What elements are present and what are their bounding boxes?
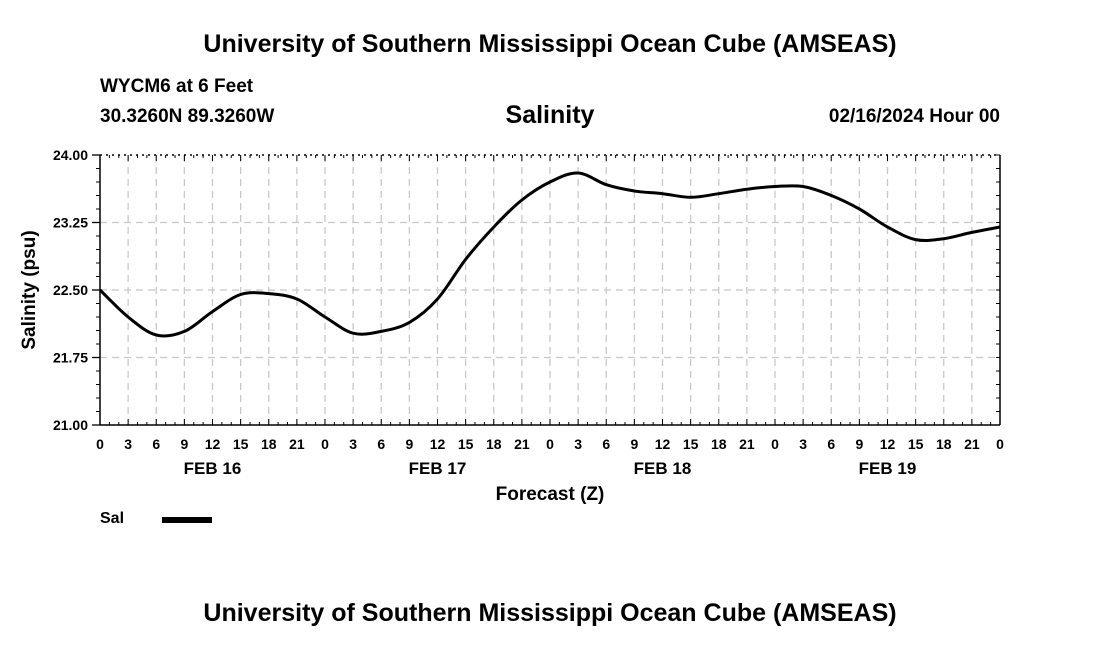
forecast-datetime: 02/16/2024 Hour 00 xyxy=(828,106,1000,127)
x-tick-label: 12 xyxy=(655,436,671,452)
x-tick-label: 18 xyxy=(261,436,277,452)
station-label: WYCM6 at 6 Feet xyxy=(100,76,254,97)
x-tick-label: 6 xyxy=(827,436,835,452)
x-tick-label: 3 xyxy=(124,436,132,452)
x-axis-label: Forecast (Z) xyxy=(496,484,605,505)
date-label: FEB 17 xyxy=(409,459,467,478)
y-tick-label: 21.00 xyxy=(53,417,88,433)
x-tick-label: 9 xyxy=(405,436,413,452)
x-tick-label: 18 xyxy=(936,436,952,452)
y-tick-label: 22.50 xyxy=(53,282,88,298)
x-tick-label: 0 xyxy=(996,436,1004,452)
x-tick-label: 21 xyxy=(964,436,980,452)
x-tick-label: 6 xyxy=(152,436,160,452)
x-tick-label: 21 xyxy=(289,436,305,452)
x-tick-label: 9 xyxy=(630,436,638,452)
x-tick-label: 0 xyxy=(546,436,554,452)
x-tick-label: 21 xyxy=(514,436,530,452)
x-tick-label: 3 xyxy=(349,436,357,452)
x-tick-label: 12 xyxy=(880,436,896,452)
coordinates-label: 30.3260N 89.3260W xyxy=(100,106,275,127)
x-tick-label: 6 xyxy=(377,436,385,452)
x-tick-label: 0 xyxy=(771,436,779,452)
date-label: FEB 19 xyxy=(859,459,917,478)
x-tick-label: 18 xyxy=(486,436,502,452)
footer-title: University of Southern Mississippi Ocean… xyxy=(203,599,897,627)
y-tick-label: 23.25 xyxy=(53,215,88,231)
legend-label: Sal xyxy=(100,510,125,527)
x-tick-label: 3 xyxy=(574,436,582,452)
grid-lines xyxy=(100,155,1000,425)
x-tick-label: 9 xyxy=(855,436,863,452)
chart-title: Salinity xyxy=(505,101,595,129)
x-tick-label: 15 xyxy=(458,436,474,452)
date-label: FEB 16 xyxy=(184,459,242,478)
x-tick-label: 0 xyxy=(96,436,104,452)
x-tick-label: 21 xyxy=(739,436,755,452)
series-layer xyxy=(98,171,1001,338)
y-tick-label: 21.75 xyxy=(53,350,88,366)
x-tick-label: 3 xyxy=(799,436,807,452)
x-tick-label: 18 xyxy=(711,436,727,452)
legend-line-swatch xyxy=(162,517,212,523)
x-tick-label: 15 xyxy=(683,436,699,452)
x-tick-label: 0 xyxy=(321,436,329,452)
axes: 24.00 23.25 22.50 21.75 21.00 0 3 6 9 12 15 18 21 0 3 6… xyxy=(53,147,1004,478)
x-tick-label: 12 xyxy=(430,436,446,452)
x-tick-label: 15 xyxy=(233,436,249,452)
y-axis-label: Salinity (psu) xyxy=(19,230,40,349)
date-label: FEB 18 xyxy=(634,459,692,478)
x-tick-label: 15 xyxy=(908,436,924,452)
y-tick-label: 24.00 xyxy=(53,147,88,163)
series-line-sal xyxy=(98,171,1001,338)
page-title: University of Southern Mississippi Ocean… xyxy=(203,30,897,58)
x-tick-label: 9 xyxy=(180,436,188,452)
x-tick-label: 12 xyxy=(205,436,221,452)
x-tick-label: 6 xyxy=(602,436,610,452)
